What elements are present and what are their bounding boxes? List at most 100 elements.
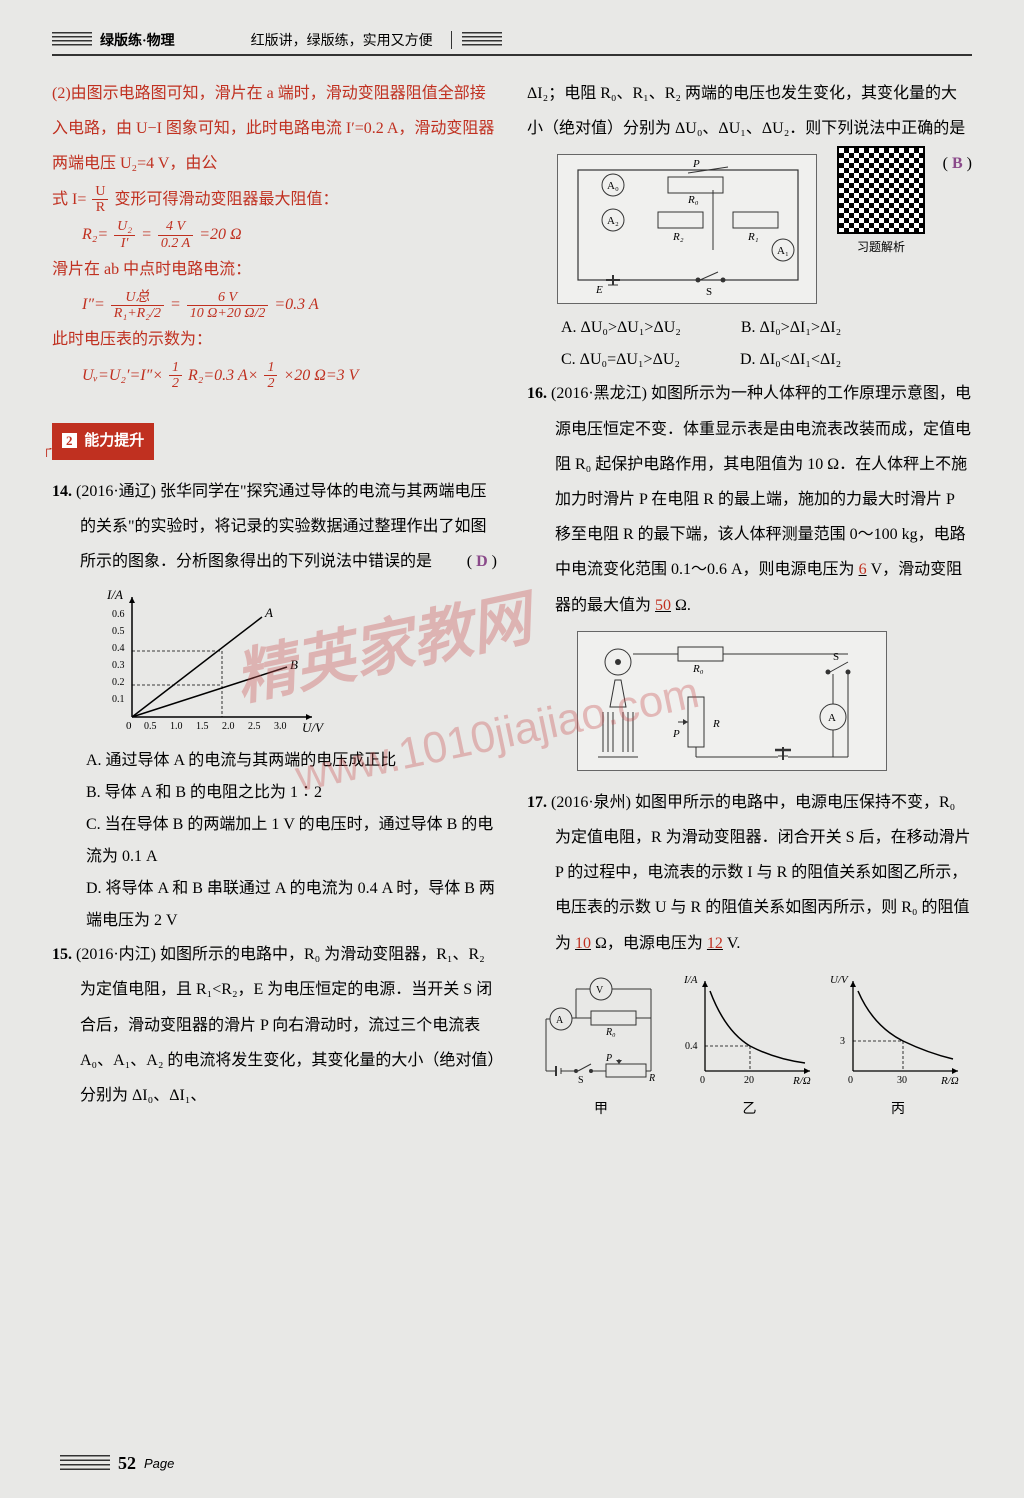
svg-text:B: B — [290, 657, 298, 672]
svg-text:A: A — [828, 712, 836, 724]
q15-opt-d: D. ΔI₀<ΔI₁<ΔI₂ — [740, 344, 841, 376]
svg-text:U/V: U/V — [830, 974, 849, 986]
q15-answer: ( B ) — [943, 146, 972, 181]
svg-text:V: V — [596, 985, 604, 996]
svg-text:0.5: 0.5 — [144, 721, 157, 732]
q15-cont-text: ΔI₂；电阻 R₀、R₁、R₂ 两端的电压也发生变化，其变化量的大小（绝对值）分… — [527, 85, 965, 137]
svg-text:R₁: R₁ — [747, 231, 759, 243]
q17-graph-bing: U/V R/Ω 3 30 0 丙 — [828, 971, 968, 1101]
badge-label: 能力提升 — [84, 433, 144, 449]
q17-source: (2016·泉州) — [551, 794, 631, 811]
svg-text:0: 0 — [126, 720, 132, 732]
q17-graph-yi: I/A R/Ω 0.4 20 0 乙 — [680, 971, 820, 1101]
q14-graph: I/A U/V 0 0.10.20.3 0.40.50.6 0.51.01.5 … — [102, 587, 332, 737]
header-rule-right — [462, 32, 502, 48]
svg-text:S: S — [706, 286, 712, 298]
q15-opt-c: C. ΔU₀=ΔU₁>ΔU₂ — [561, 344, 680, 376]
q15-circuit-row: A₀ R₀ P A₂ R₂ R₁ A₁ E S — [527, 146, 943, 312]
svg-text:0.3: 0.3 — [112, 660, 125, 671]
qr-block: 习题解析 — [817, 146, 925, 260]
sol-line3: 滑片在 ab 中点时电路电流： — [52, 252, 497, 287]
q15-circuit-diagram: A₀ R₀ P A₂ R₂ R₁ A₁ E S — [557, 154, 817, 304]
svg-text:0: 0 — [848, 1075, 853, 1086]
right-column: ΔI₂；电阻 R₀、R₁、R₂ 两端的电压也发生变化，其变化量的大小（绝对值）分… — [527, 76, 972, 1113]
left-column: (2)由图示电路图可知，滑片在 a 端时，滑动变阻器阻值全部接入电路，由 U−I… — [52, 76, 497, 1113]
sol-line1: (2)由图示电路图可知，滑片在 a 端时，滑动变阻器阻值全部接入电路，由 U−I… — [52, 76, 497, 182]
footer-rule — [60, 1455, 110, 1473]
svg-text:0.5: 0.5 — [112, 626, 125, 637]
q14-options: A. 通过导体 A 的电流与其两端的电压成正比 B. 导体 A 和 B 的电阻之… — [52, 745, 497, 937]
svg-text:R/Ω: R/Ω — [940, 1075, 959, 1086]
svg-text:S: S — [833, 651, 839, 663]
q16-number: 16. — [527, 385, 547, 402]
svg-text:0.6: 0.6 — [112, 609, 125, 620]
label-jia: 甲 — [531, 1095, 671, 1126]
qr-code-icon[interactable] — [837, 146, 925, 234]
q14-source: (2016·通辽) — [76, 483, 156, 500]
svg-text:1.0: 1.0 — [170, 721, 183, 732]
q15-options: A. ΔU₀>ΔU₁>ΔU₂ B. ΔI₀>ΔI₁>ΔI₂ C. ΔU₀=ΔU₁… — [527, 312, 972, 376]
svg-text:A: A — [264, 605, 273, 620]
svg-text:2.5: 2.5 — [248, 721, 261, 732]
q17-answer1: 10 — [575, 935, 591, 952]
q15-opt-b: B. ΔI₀>ΔI₁>ΔI₂ — [741, 312, 841, 344]
svg-text:0.4: 0.4 — [112, 643, 125, 654]
footer-page-number: 52 — [118, 1453, 136, 1474]
q16-text3: Ω. — [675, 597, 691, 614]
header-rule-left — [52, 32, 92, 48]
svg-text:P: P — [605, 1053, 612, 1064]
equation-i2: I″= U总R₁+R₂/2 = 6 V10 Ω+20 Ω/2 =0.3 A — [52, 287, 497, 322]
svg-text:R₀: R₀ — [687, 194, 699, 206]
header-title-right: 红版讲，绿版练，实用又方便 — [251, 30, 433, 50]
svg-text:R/Ω: R/Ω — [792, 1075, 811, 1086]
page-header: 绿版练·物理 红版讲，绿版练，实用又方便 — [52, 30, 972, 56]
qr-label: 习题解析 — [837, 234, 925, 260]
label-yi: 乙 — [680, 1095, 820, 1126]
iv-graph-svg: I/A U/V 0 0.10.20.3 0.40.50.6 0.51.01.5 … — [102, 587, 332, 737]
q14-opt-c: C. 当在导体 B 的两端加上 1 V 的电压时，通过导体 B 的电流为 0.1… — [86, 809, 497, 873]
q15-text: 如图所示的电路中，R₀ 为滑动变阻器，R₁、R₂ 为定值电阻，且 R₁<R₂，E… — [80, 946, 495, 1104]
svg-text:A₀: A₀ — [607, 180, 619, 192]
q17-circuit-jia: V A R₀ S — [531, 971, 671, 1101]
svg-text:R₂: R₂ — [672, 231, 684, 243]
question-17: 17. (2016·泉州) 如图甲所示的电路中，电源电压保持不变，R₀ 为定值电… — [527, 785, 972, 961]
q15-opt-a: A. ΔU₀>ΔU₁>ΔU₂ — [561, 312, 681, 344]
svg-text:0.1: 0.1 — [112, 694, 125, 705]
svg-text:30: 30 — [897, 1075, 907, 1086]
q16-text1: 如图所示为一种人体秤的工作原理示意图，电源电压恒定不变．体重显示表是由电流表改装… — [555, 385, 971, 578]
q15-source: (2016·内江) — [76, 946, 156, 963]
q17-figures: V A R₀ S — [527, 971, 972, 1101]
svg-text:P: P — [672, 728, 680, 740]
svg-text:E: E — [595, 284, 603, 296]
q14-number: 14. — [52, 483, 72, 500]
q14-opt-b: B. 导体 A 和 B 的电阻之比为 1∶2 — [86, 777, 497, 809]
svg-text:A₂: A₂ — [607, 215, 619, 227]
svg-text:3.0: 3.0 — [274, 721, 287, 732]
q16-source: (2016·黑龙江) — [551, 385, 647, 402]
svg-text:R: R — [712, 718, 720, 730]
q17-answer2: 12 — [707, 935, 723, 952]
q16-answer1: 6 — [859, 561, 867, 578]
q14-opt-d: D. 将导体 A 和 B 串联通过 A 的电流为 0.4 A 时，导体 B 两端… — [86, 873, 497, 937]
question-14: 14. (2016·通辽) 张华同学在"探究通过导体的电流与其两端电压的关系"的… — [52, 474, 497, 580]
q14-opt-a: A. 通过导体 A 的电流与其两端的电压成正比 — [86, 745, 497, 777]
q17-text2: Ω，电源电压为 — [595, 935, 703, 952]
svg-text:U/V: U/V — [302, 720, 325, 735]
two-column-layout: (2)由图示电路图可知，滑片在 a 端时，滑动变阻器阻值全部接入电路，由 U−I… — [52, 76, 972, 1113]
svg-text:R₀: R₀ — [692, 663, 704, 675]
page-content: 绿版练·物理 红版讲，绿版练，实用又方便 (2)由图示电路图可知，滑片在 a 端… — [32, 0, 992, 1143]
equation-uv: Uᵥ=U₂′=I″× 12 R₂=0.3 A× 12 ×20 Ω=3 V — [52, 358, 497, 393]
svg-text:R₀: R₀ — [605, 1027, 616, 1038]
svg-text:2.0: 2.0 — [222, 721, 235, 732]
svg-text:3: 3 — [840, 1036, 845, 1047]
badge-number: 2 — [62, 433, 77, 448]
header-divider — [451, 31, 453, 49]
svg-text:0.4: 0.4 — [685, 1041, 698, 1052]
q16-answer2: 50 — [655, 597, 671, 614]
svg-text:0: 0 — [700, 1075, 705, 1086]
svg-text:S: S — [578, 1075, 584, 1086]
fraction: U R — [92, 184, 108, 216]
svg-text:P: P — [692, 158, 700, 170]
section-2-badge: 2 能力提升 — [52, 423, 154, 460]
page-footer: 52 Page — [60, 1453, 174, 1474]
